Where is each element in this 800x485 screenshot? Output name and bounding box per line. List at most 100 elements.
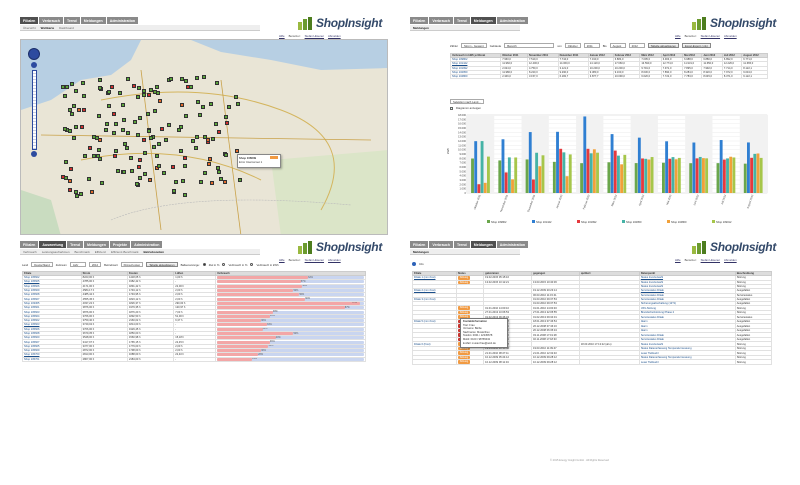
shop-marker-icon[interactable]: [217, 130, 222, 134]
shop-marker-icon[interactable]: [63, 126, 68, 131]
shop-marker-icon[interactable]: [156, 142, 161, 147]
tab-trend[interactable]: Trend: [453, 17, 470, 24]
shop-marker-icon[interactable]: [116, 168, 121, 173]
shop-marker-icon[interactable]: [69, 81, 74, 86]
subnav-item[interactable]: Weltkarte: [40, 26, 55, 30]
shop-marker-icon[interactable]: [63, 176, 68, 181]
shop-marker-icon[interactable]: [87, 145, 92, 150]
tab-verbrauch[interactable]: Verbrauch: [429, 17, 453, 24]
shop-marker-icon[interactable]: [69, 112, 74, 117]
contact-popup[interactable]: Kontaktinformation Titel: Frau Vorname: …: [460, 318, 508, 348]
radio-verbrauch-pct-icon[interactable]: [222, 263, 226, 266]
shop-marker-icon[interactable]: [112, 153, 117, 158]
shop-marker-icon[interactable]: [98, 86, 103, 91]
shop-marker-icon[interactable]: [174, 179, 179, 184]
shop-marker-icon[interactable]: [77, 108, 82, 113]
shop-marker-icon[interactable]: [130, 169, 135, 174]
shop-marker-icon[interactable]: [98, 137, 103, 142]
shop-marker-icon[interactable]: [197, 112, 202, 117]
shop-marker-icon[interactable]: [131, 84, 136, 89]
subnav-item[interactable]: Verbrauch: [23, 250, 37, 254]
shop-marker-icon[interactable]: [109, 84, 114, 89]
shop-marker-icon[interactable]: [100, 180, 105, 185]
tab-meldungen[interactable]: Meldungen: [80, 17, 106, 24]
shop-marker-icon[interactable]: [111, 112, 116, 117]
shop-marker-icon[interactable]: [91, 134, 96, 139]
shop-marker-icon[interactable]: [143, 172, 148, 177]
shop-marker-icon[interactable]: [164, 138, 169, 143]
shop-marker-icon[interactable]: [154, 154, 159, 159]
shop-marker-icon[interactable]: [180, 102, 185, 107]
tab-trend[interactable]: Trend: [453, 241, 470, 248]
shop-marker-icon[interactable]: [237, 178, 242, 183]
zoom-slider[interactable]: [31, 70, 37, 150]
tab-filialen[interactable]: Filialen: [20, 241, 39, 248]
logout-link[interactable]: Abmelden: [724, 34, 737, 38]
shop-marker-icon[interactable]: [162, 170, 167, 175]
shop-marker-icon[interactable]: [67, 108, 72, 113]
shop-marker-icon[interactable]: [81, 94, 86, 99]
subnav-item[interactable]: Betriebszeiten: [143, 250, 165, 254]
shop-marker-icon[interactable]: [154, 166, 159, 171]
shop-marker-icon[interactable]: [217, 169, 222, 174]
shop-marker-icon[interactable]: [74, 193, 79, 198]
refresh-table-button[interactable]: Tabelle aktualisieren: [647, 43, 679, 48]
shop-marker-icon[interactable]: [80, 125, 85, 130]
excel-export-button[interactable]: Excel-Export (.xls): [681, 43, 711, 48]
shop-marker-icon[interactable]: [170, 165, 175, 170]
logout-link[interactable]: Abmelden: [328, 258, 341, 262]
tab-meldungen[interactable]: Meldungen: [83, 241, 109, 248]
subnav-item[interactable]: Benchmark: [74, 250, 90, 254]
shop-marker-icon[interactable]: [149, 136, 154, 141]
shop-marker-icon[interactable]: [72, 103, 77, 108]
shop-marker-icon[interactable]: [216, 166, 221, 171]
shop-marker-icon[interactable]: [121, 169, 126, 174]
datapoint-link[interactable]: Leser Tiefkuehl: [638, 359, 736, 365]
shop-marker-icon[interactable]: [129, 155, 134, 160]
shop-marker-icon[interactable]: [104, 128, 109, 133]
shop-marker-icon[interactable]: [134, 181, 139, 186]
betrieb-select[interactable]: Klima-Kosten: [120, 262, 144, 267]
shop-marker-icon[interactable]: [146, 128, 151, 133]
shop-marker-icon[interactable]: [81, 108, 86, 113]
zoom-control[interactable]: [28, 48, 40, 160]
gebaeude-select[interactable]: Bereich: [504, 43, 555, 48]
subnav-item[interactable]: Übersicht: [23, 26, 36, 30]
help-link[interactable]: Hilfe: [279, 34, 285, 38]
year-select[interactable]: 2012: [88, 262, 102, 267]
shop-marker-icon[interactable]: [114, 149, 119, 154]
shop-marker-icon[interactable]: [80, 81, 85, 86]
shop-marker-icon[interactable]: [156, 90, 161, 95]
tab-filialen[interactable]: Filialen: [410, 241, 429, 248]
select-by-country[interactable]: Selektion nach Land...: [450, 99, 484, 104]
shop-marker-icon[interactable]: [97, 148, 102, 153]
user-name-link[interactable]: Stefan Hüsener: [304, 258, 325, 262]
shop-marker-icon[interactable]: [113, 121, 118, 126]
info-icon[interactable]: [412, 262, 416, 266]
shop-marker-icon[interactable]: [196, 100, 201, 105]
shop-marker-icon[interactable]: [152, 144, 157, 149]
tab-trend[interactable]: Trend: [67, 241, 83, 248]
help-link[interactable]: Hilfe: [675, 34, 681, 38]
shop-marker-icon[interactable]: [92, 154, 97, 159]
shop-marker-icon[interactable]: [124, 146, 129, 151]
shop-marker-icon[interactable]: [142, 93, 147, 98]
shop-marker-icon[interactable]: [234, 148, 239, 153]
shop-link[interactable]: Shop 105701: [22, 356, 82, 362]
shop-marker-icon[interactable]: [138, 116, 143, 121]
shop-marker-icon[interactable]: [191, 139, 196, 144]
shop-marker-icon[interactable]: [172, 189, 177, 194]
shop-marker-icon[interactable]: [133, 120, 138, 125]
shop-marker-icon[interactable]: [143, 150, 148, 155]
shop-marker-icon[interactable]: [203, 134, 208, 139]
shop-marker-icon[interactable]: [167, 122, 172, 127]
shop-marker-icon[interactable]: [146, 112, 151, 117]
tab-filialen[interactable]: Filialen: [20, 17, 39, 24]
shop-marker-icon[interactable]: [141, 138, 146, 143]
tab-verbrauch[interactable]: Verbrauch: [39, 17, 63, 24]
von-year-select[interactable]: 2011: [583, 43, 600, 48]
zoom-in-icon[interactable]: [31, 62, 37, 68]
shop-marker-icon[interactable]: [200, 104, 205, 109]
shop-marker-icon[interactable]: [214, 122, 219, 127]
shop-marker-icon[interactable]: [214, 81, 219, 86]
